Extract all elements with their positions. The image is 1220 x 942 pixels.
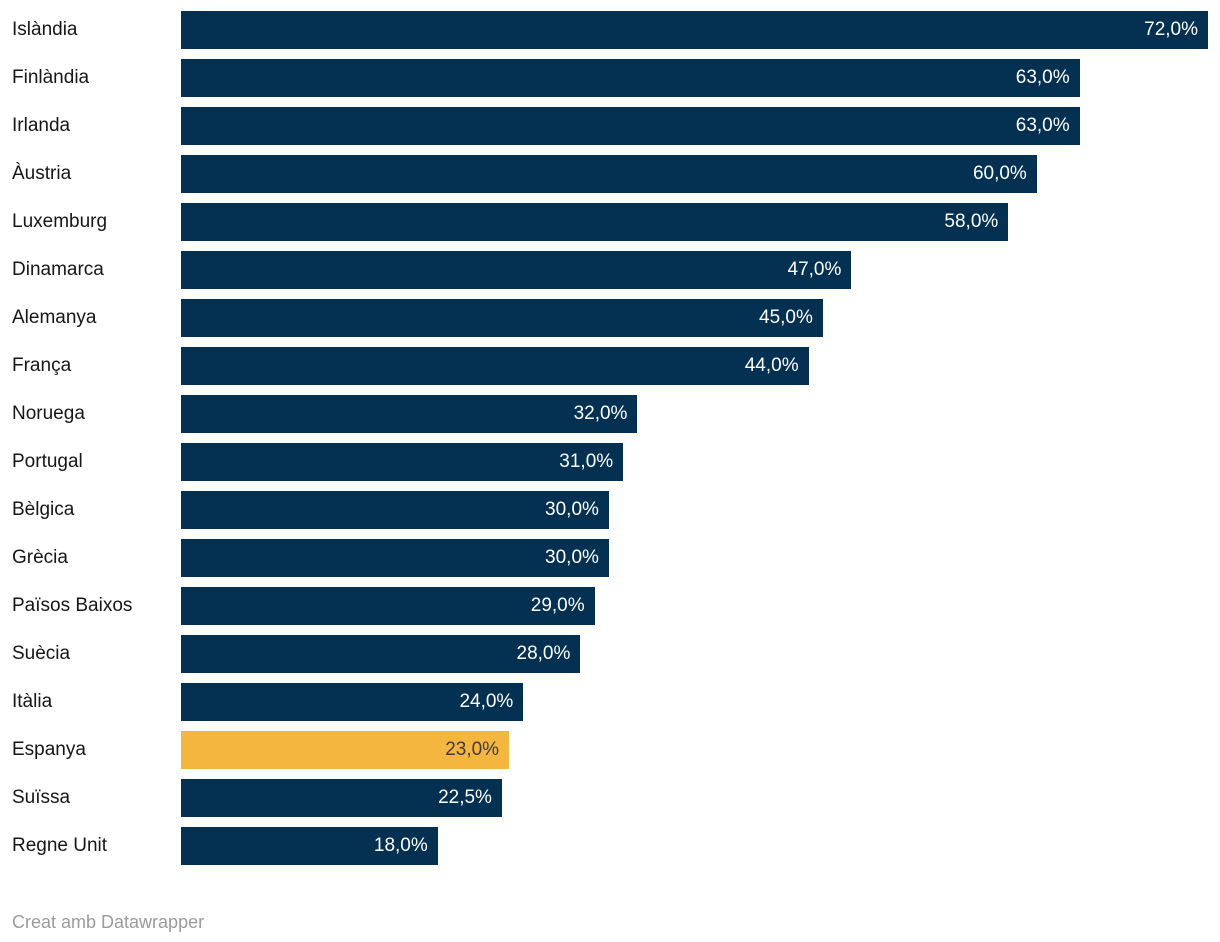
bar-row-belgica: Bèlgica 30,0% bbox=[0, 486, 1220, 534]
category-label: Àustria bbox=[12, 162, 72, 184]
datawrapper-attribution-link[interactable]: Creat amb Datawrapper bbox=[12, 912, 205, 932]
bar-rows: Islàndia 72,0% Finlàndia 63,0% Irlanda 6… bbox=[0, 6, 1220, 870]
value-label: 29,0% bbox=[530, 595, 585, 616]
category-label: Portugal bbox=[12, 450, 83, 472]
bar-track: 28,0% bbox=[181, 635, 1208, 673]
bar-row-alemanya: Alemanya 45,0% bbox=[0, 294, 1220, 342]
bar-track: 31,0% bbox=[181, 443, 1208, 481]
category-label: Grècia bbox=[12, 546, 68, 568]
category-label: Suïssa bbox=[12, 786, 71, 808]
bar-row-austria: Àustria 60,0% bbox=[0, 150, 1220, 198]
bar: 24,0% bbox=[181, 683, 524, 721]
category-label: Bèlgica bbox=[12, 498, 75, 520]
bar-row-noruega: Noruega 32,0% bbox=[0, 390, 1220, 438]
value-label: 47,0% bbox=[787, 259, 842, 280]
value-label: 30,0% bbox=[545, 499, 599, 520]
value-label: 24,0% bbox=[459, 691, 514, 712]
bar-row-portugal: Portugal 31,0% bbox=[0, 438, 1220, 486]
bar-track: 30,0% bbox=[181, 491, 1208, 529]
value-label: 60,0% bbox=[972, 163, 1027, 184]
bar-row-irlanda: Irlanda 63,0% bbox=[0, 102, 1220, 150]
bar: 30,0% bbox=[181, 539, 609, 577]
bar: 47,0% bbox=[181, 251, 852, 289]
bar-row-islandia: Islàndia 72,0% bbox=[0, 6, 1220, 54]
bar: 32,0% bbox=[181, 395, 638, 433]
value-label: 31,0% bbox=[559, 451, 614, 472]
value-label: 58,0% bbox=[944, 211, 999, 232]
bar-track: 18,0% bbox=[181, 827, 1208, 865]
value-label: 22,5% bbox=[438, 787, 492, 808]
bar: 30,0% bbox=[181, 491, 609, 529]
bar-row-paisos-baixos: Països Baixos 29,0% bbox=[0, 582, 1220, 630]
bar-row-grecia: Grècia 30,0% bbox=[0, 534, 1220, 582]
bar: 28,0% bbox=[181, 635, 581, 673]
bar-track: 60,0% bbox=[181, 155, 1208, 193]
bar-track: 58,0% bbox=[181, 203, 1208, 241]
bar-row-franca: França 44,0% bbox=[0, 342, 1220, 390]
bar: 18,0% bbox=[181, 827, 438, 865]
value-label: 32,0% bbox=[573, 403, 628, 424]
category-label: França bbox=[12, 354, 72, 376]
bar-track: 23,0% bbox=[181, 731, 1208, 769]
category-label: Suècia bbox=[12, 642, 71, 664]
bar: 63,0% bbox=[181, 107, 1080, 145]
category-label: Irlanda bbox=[12, 114, 71, 136]
value-label: 63,0% bbox=[1015, 67, 1070, 88]
bar: 72,0% bbox=[181, 11, 1208, 49]
bar-track: 32,0% bbox=[181, 395, 1208, 433]
value-label: 23,0% bbox=[445, 739, 500, 760]
category-label: Itàlia bbox=[12, 690, 53, 712]
bar-row-suissa: Suïssa 22,5% bbox=[0, 774, 1220, 822]
value-label: 72,0% bbox=[1144, 19, 1198, 40]
category-label: Islàndia bbox=[12, 18, 78, 40]
bar-track: 29,0% bbox=[181, 587, 1208, 625]
value-label: 30,0% bbox=[545, 547, 599, 568]
bar-row-dinamarca: Dinamarca 47,0% bbox=[0, 246, 1220, 294]
bar-track: 45,0% bbox=[181, 299, 1208, 337]
category-label: Països Baixos bbox=[12, 594, 133, 616]
bar-row-regne-unit: Regne Unit 18,0% bbox=[0, 822, 1220, 870]
bar: 63,0% bbox=[181, 59, 1080, 97]
category-label: Espanya bbox=[12, 738, 86, 760]
category-label: Regne Unit bbox=[12, 834, 108, 856]
bar-row-espanya: Espanya 23,0% bbox=[0, 726, 1220, 774]
bar: 29,0% bbox=[181, 587, 595, 625]
category-label: Finlàndia bbox=[12, 66, 90, 88]
bar-row-suecia: Suècia 28,0% bbox=[0, 630, 1220, 678]
bar-track: 63,0% bbox=[181, 59, 1208, 97]
bar: 45,0% bbox=[181, 299, 823, 337]
bar-track: 47,0% bbox=[181, 251, 1208, 289]
value-label: 18,0% bbox=[373, 835, 428, 856]
value-label: 44,0% bbox=[744, 355, 799, 376]
value-label: 45,0% bbox=[759, 307, 813, 328]
bar-row-luxemburg: Luxemburg 58,0% bbox=[0, 198, 1220, 246]
bar: 23,0% bbox=[181, 731, 510, 769]
bar: 31,0% bbox=[181, 443, 624, 481]
category-label: Luxemburg bbox=[12, 210, 108, 232]
bar: 58,0% bbox=[181, 203, 1009, 241]
bar-track: 30,0% bbox=[181, 539, 1208, 577]
category-label: Alemanya bbox=[12, 306, 97, 328]
bar-track: 72,0% bbox=[181, 11, 1208, 49]
value-label: 28,0% bbox=[516, 643, 571, 664]
bar: 22,5% bbox=[181, 779, 502, 817]
value-label: 63,0% bbox=[1015, 115, 1070, 136]
bar: 44,0% bbox=[181, 347, 809, 385]
bar-row-finlandia: Finlàndia 63,0% bbox=[0, 54, 1220, 102]
category-label: Noruega bbox=[12, 402, 85, 424]
category-label: Dinamarca bbox=[12, 258, 104, 280]
bar-track: 63,0% bbox=[181, 107, 1208, 145]
bar-track: 24,0% bbox=[181, 683, 1208, 721]
bar-track: 22,5% bbox=[181, 779, 1208, 817]
bar: 60,0% bbox=[181, 155, 1037, 193]
bar-row-italia: Itàlia 24,0% bbox=[0, 678, 1220, 726]
bar-track: 44,0% bbox=[181, 347, 1208, 385]
